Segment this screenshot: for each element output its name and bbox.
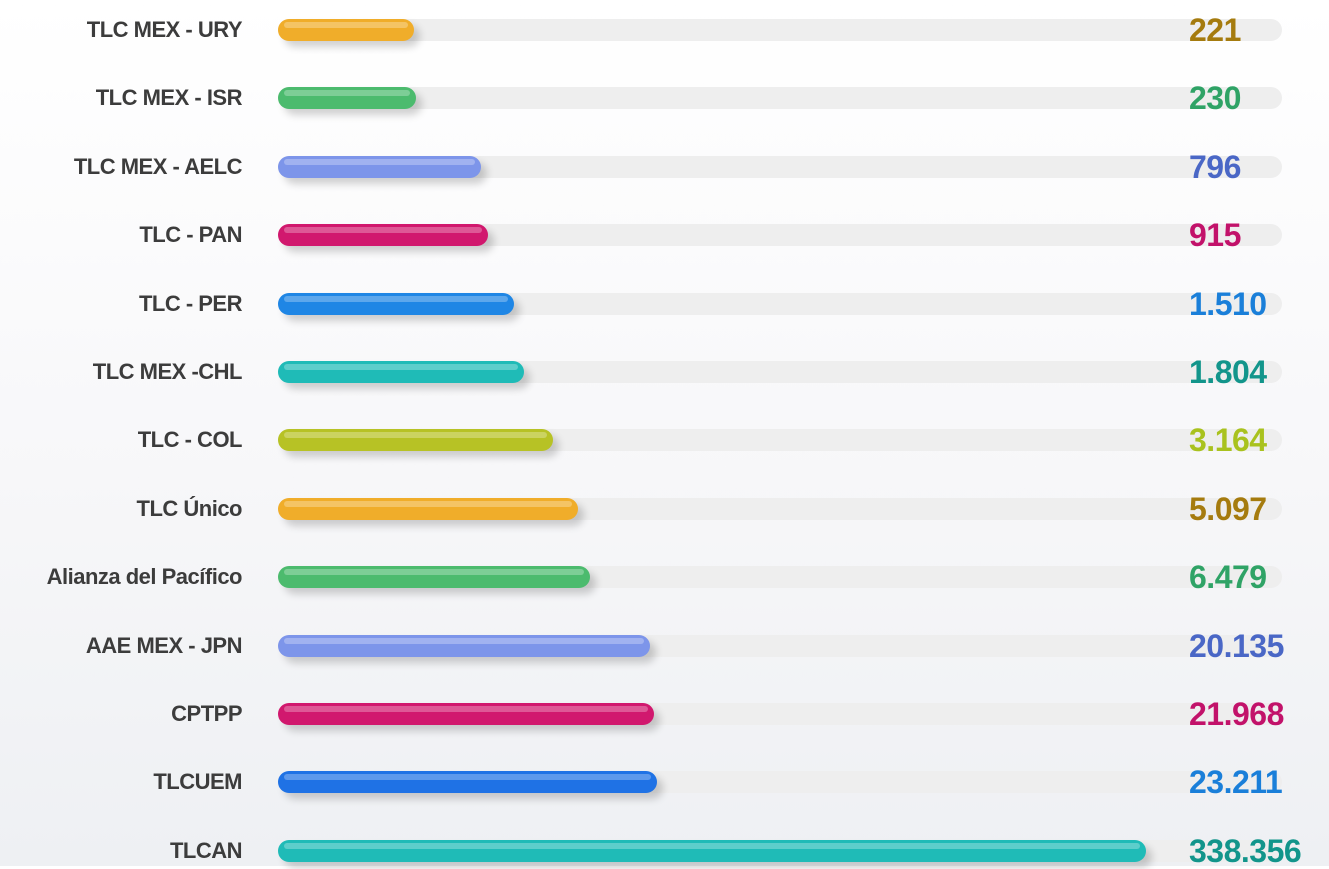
bar xyxy=(278,566,591,589)
bar-track xyxy=(278,155,1282,178)
bar xyxy=(278,155,481,178)
value-label: 20.135 xyxy=(1189,627,1284,664)
value-label: 5.097 xyxy=(1189,490,1267,527)
value-label: 1.510 xyxy=(1189,285,1267,322)
value-label: 338.356 xyxy=(1189,832,1302,869)
bar xyxy=(278,361,524,383)
category-label: TLC - COL xyxy=(137,427,243,453)
category-label: TLC MEX - ISR xyxy=(95,85,243,111)
bar xyxy=(278,634,650,657)
value-label: 21.968 xyxy=(1189,696,1284,732)
value-label: 6.479 xyxy=(1189,559,1267,596)
category-label: TLCUEM xyxy=(153,769,242,795)
value-label: 1.804 xyxy=(1189,354,1267,390)
bar xyxy=(278,87,417,110)
category-label: TLC - PAN xyxy=(139,222,242,248)
value-label: 221 xyxy=(1189,12,1241,48)
value-label: 915 xyxy=(1189,217,1241,254)
value-label: 230 xyxy=(1189,80,1241,117)
bar-track xyxy=(278,292,1282,315)
category-label: TLCAN xyxy=(169,837,243,863)
value-label: 796 xyxy=(1189,148,1241,185)
category-label: TLC MEX -CHL xyxy=(92,359,243,384)
category-label: TLC Único xyxy=(136,495,243,521)
bar xyxy=(278,771,657,794)
bar xyxy=(278,19,414,41)
bar-track xyxy=(278,19,1282,41)
bar xyxy=(278,497,578,520)
category-label: TLC MEX - URY xyxy=(86,17,243,42)
bar xyxy=(278,292,515,315)
bar-track xyxy=(278,87,1282,110)
bar-track xyxy=(278,224,1282,247)
category-label: TLC MEX - AELC xyxy=(73,153,243,179)
bar xyxy=(278,839,1146,862)
bar-track xyxy=(278,361,1282,383)
category-label: TLC - PER xyxy=(138,290,243,316)
value-label: 3.164 xyxy=(1189,422,1267,459)
category-label: AAE MEX - JPN xyxy=(85,632,243,658)
value-label: 23.211 xyxy=(1189,764,1283,801)
category-label: CPTPP xyxy=(171,701,242,726)
bar xyxy=(278,703,655,725)
category-label: Alianza del Pacífico xyxy=(46,564,243,590)
bar xyxy=(278,224,489,247)
bar xyxy=(278,429,553,452)
